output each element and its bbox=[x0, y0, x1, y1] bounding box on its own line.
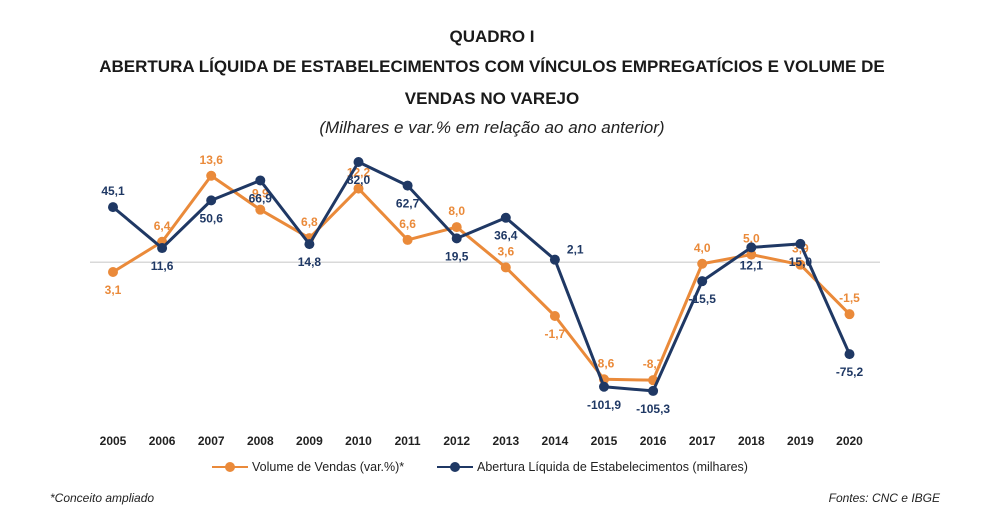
data-label-volume-de-vendas-2014: -1,7 bbox=[545, 327, 566, 341]
legend-marker-navy bbox=[437, 462, 473, 472]
point-abertura-liquida-2018 bbox=[746, 242, 757, 253]
x-tick-2014: 2014 bbox=[542, 434, 569, 448]
data-label-abertura-liquida-2012: 19,5 bbox=[445, 249, 469, 263]
data-label-volume-de-vendas-2009: 6,8 bbox=[301, 215, 318, 229]
chart-label-quadro: QUADRO I bbox=[449, 27, 535, 46]
point-volume-de-vendas-2010 bbox=[353, 183, 364, 194]
data-label-abertura-liquida-2005: 45,1 bbox=[101, 184, 125, 198]
legend-item-abertura-liquida: Abertura Líquida de Estabelecimentos (mi… bbox=[437, 460, 748, 474]
point-volume-de-vendas-2014 bbox=[549, 311, 560, 321]
point-volume-de-vendas-2020 bbox=[844, 309, 855, 320]
point-volume-de-vendas-2018 bbox=[746, 249, 757, 260]
source-note: Fontes: CNC e IBGE bbox=[828, 491, 940, 505]
x-tick-2007: 2007 bbox=[198, 434, 225, 448]
point-abertura-liquida-2016 bbox=[648, 385, 659, 396]
data-label-volume-de-vendas-2007: 13,6 bbox=[200, 153, 224, 167]
data-label-volume-de-vendas-2011: 6,6 bbox=[399, 217, 416, 231]
point-abertura-liquida-2012 bbox=[451, 233, 462, 244]
chart-title-line-2: VENDAS NO VAREJO bbox=[404, 89, 580, 108]
data-label-volume-de-vendas-2015: -8,6 bbox=[594, 356, 615, 370]
legend-marker-orange bbox=[212, 462, 248, 472]
data-label-volume-de-vendas-2012: 8,0 bbox=[448, 204, 465, 218]
point-abertura-liquida-2015 bbox=[599, 381, 609, 392]
point-abertura-liquida-2008 bbox=[255, 175, 266, 186]
point-abertura-liquida-2014 bbox=[549, 254, 560, 265]
data-label-abertura-liquida-2010: 82,0 bbox=[347, 173, 371, 187]
data-label-volume-de-vendas-2006: 6,4 bbox=[154, 219, 171, 233]
data-label-abertura-liquida-2019: 15,0 bbox=[789, 255, 813, 269]
data-label-abertura-liquida-2009: 14,8 bbox=[298, 255, 322, 269]
point-volume-de-vendas-2005 bbox=[108, 267, 118, 277]
series-line-volume-de-vendas bbox=[112, 174, 851, 382]
data-label-abertura-liquida-2015: -101,9 bbox=[587, 398, 621, 412]
x-tick-2011: 2011 bbox=[395, 434, 421, 448]
data-label-volume-de-vendas-2013: 3,6 bbox=[497, 244, 514, 258]
x-tick-2005: 2005 bbox=[100, 434, 127, 448]
point-abertura-liquida-2009 bbox=[304, 239, 315, 250]
point-abertura-liquida-2007 bbox=[206, 195, 217, 206]
x-tick-2020: 2020 bbox=[836, 434, 863, 448]
x-tick-2018: 2018 bbox=[738, 434, 765, 448]
x-tick-2010: 2010 bbox=[345, 434, 372, 448]
x-tick-2019: 2019 bbox=[787, 434, 814, 448]
point-volume-de-vendas-2013 bbox=[500, 262, 511, 273]
point-abertura-liquida-2006 bbox=[157, 243, 168, 254]
point-abertura-liquida-2013 bbox=[500, 212, 511, 223]
x-tick-2015: 2015 bbox=[591, 434, 618, 448]
x-tick-2012: 2012 bbox=[443, 434, 470, 448]
point-abertura-liquida-2005 bbox=[108, 202, 118, 213]
point-abertura-liquida-2020 bbox=[844, 349, 855, 360]
footnote: *Conceito ampliado bbox=[50, 491, 155, 505]
chart-title-line-1: ABERTURA LÍQUIDA DE ESTABELECIMENTOS COM… bbox=[99, 57, 885, 76]
x-tick-2016: 2016 bbox=[640, 434, 667, 448]
point-volume-de-vendas-2007 bbox=[206, 170, 217, 181]
point-volume-de-vendas-2011 bbox=[402, 234, 413, 245]
x-tick-2006: 2006 bbox=[149, 434, 176, 448]
legend-label-volume-de-vendas: Volume de Vendas (var.%)* bbox=[252, 460, 405, 474]
data-label-abertura-liquida-2011: 62,7 bbox=[396, 197, 420, 211]
point-volume-de-vendas-2017 bbox=[697, 258, 708, 269]
data-label-volume-de-vendas-2020: -1,5 bbox=[839, 291, 860, 305]
data-label-abertura-liquida-2006: 11,6 bbox=[151, 259, 174, 273]
legend-item-volume-de-vendas: Volume de Vendas (var.%)* bbox=[212, 460, 404, 474]
data-label-volume-de-vendas-2017: 4,0 bbox=[694, 241, 711, 255]
data-label-abertura-liquida-2020: -75,2 bbox=[836, 365, 864, 379]
chart-subtitle: (Milhares e var.% em relação ao ano ante… bbox=[319, 118, 665, 137]
data-label-abertura-liquida-2013: 36,4 bbox=[494, 229, 518, 243]
x-tick-2017: 2017 bbox=[689, 434, 716, 448]
data-label-abertura-liquida-2007: 50,6 bbox=[200, 211, 224, 225]
data-label-abertura-liquida-2016: -105,3 bbox=[636, 402, 670, 416]
data-label-volume-de-vendas-2018: 5,0 bbox=[743, 232, 760, 246]
data-label-volume-de-vendas-2005: 3,1 bbox=[105, 283, 122, 297]
point-volume-de-vendas-2008 bbox=[255, 204, 266, 215]
data-label-abertura-liquida-2014: 2,1 bbox=[567, 243, 584, 257]
x-tick-2008: 2008 bbox=[247, 434, 274, 448]
legend-label-abertura-liquida: Abertura Líquida de Estabelecimentos (mi… bbox=[477, 460, 748, 474]
point-abertura-liquida-2010 bbox=[353, 157, 364, 167]
x-tick-2009: 2009 bbox=[296, 434, 323, 448]
point-volume-de-vendas-2019 bbox=[795, 259, 806, 270]
data-label-volume-de-vendas-2008: 9,9 bbox=[252, 187, 269, 201]
data-label-abertura-liquida-2008: 66,9 bbox=[249, 191, 273, 205]
data-label-abertura-liquida-2017: -15,5 bbox=[689, 292, 717, 306]
point-volume-de-vendas-2012 bbox=[451, 222, 462, 233]
data-label-abertura-liquida-2018: 12,1 bbox=[740, 258, 764, 272]
point-abertura-liquida-2019 bbox=[795, 238, 806, 249]
series-line-abertura-liquida bbox=[112, 160, 851, 393]
x-tick-2013: 2013 bbox=[492, 434, 519, 448]
point-abertura-liquida-2011 bbox=[402, 180, 413, 191]
point-abertura-liquida-2017 bbox=[697, 276, 708, 287]
data-label-volume-de-vendas-2016: -8,7 bbox=[643, 357, 664, 371]
